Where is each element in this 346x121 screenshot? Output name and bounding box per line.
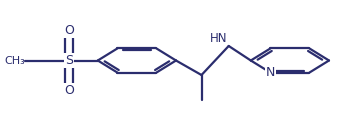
Text: O: O [64, 24, 74, 37]
Text: N: N [266, 66, 275, 79]
Text: S: S [65, 54, 73, 67]
Text: CH₃: CH₃ [4, 56, 25, 65]
Text: HN: HN [209, 32, 227, 45]
Text: O: O [64, 84, 74, 97]
